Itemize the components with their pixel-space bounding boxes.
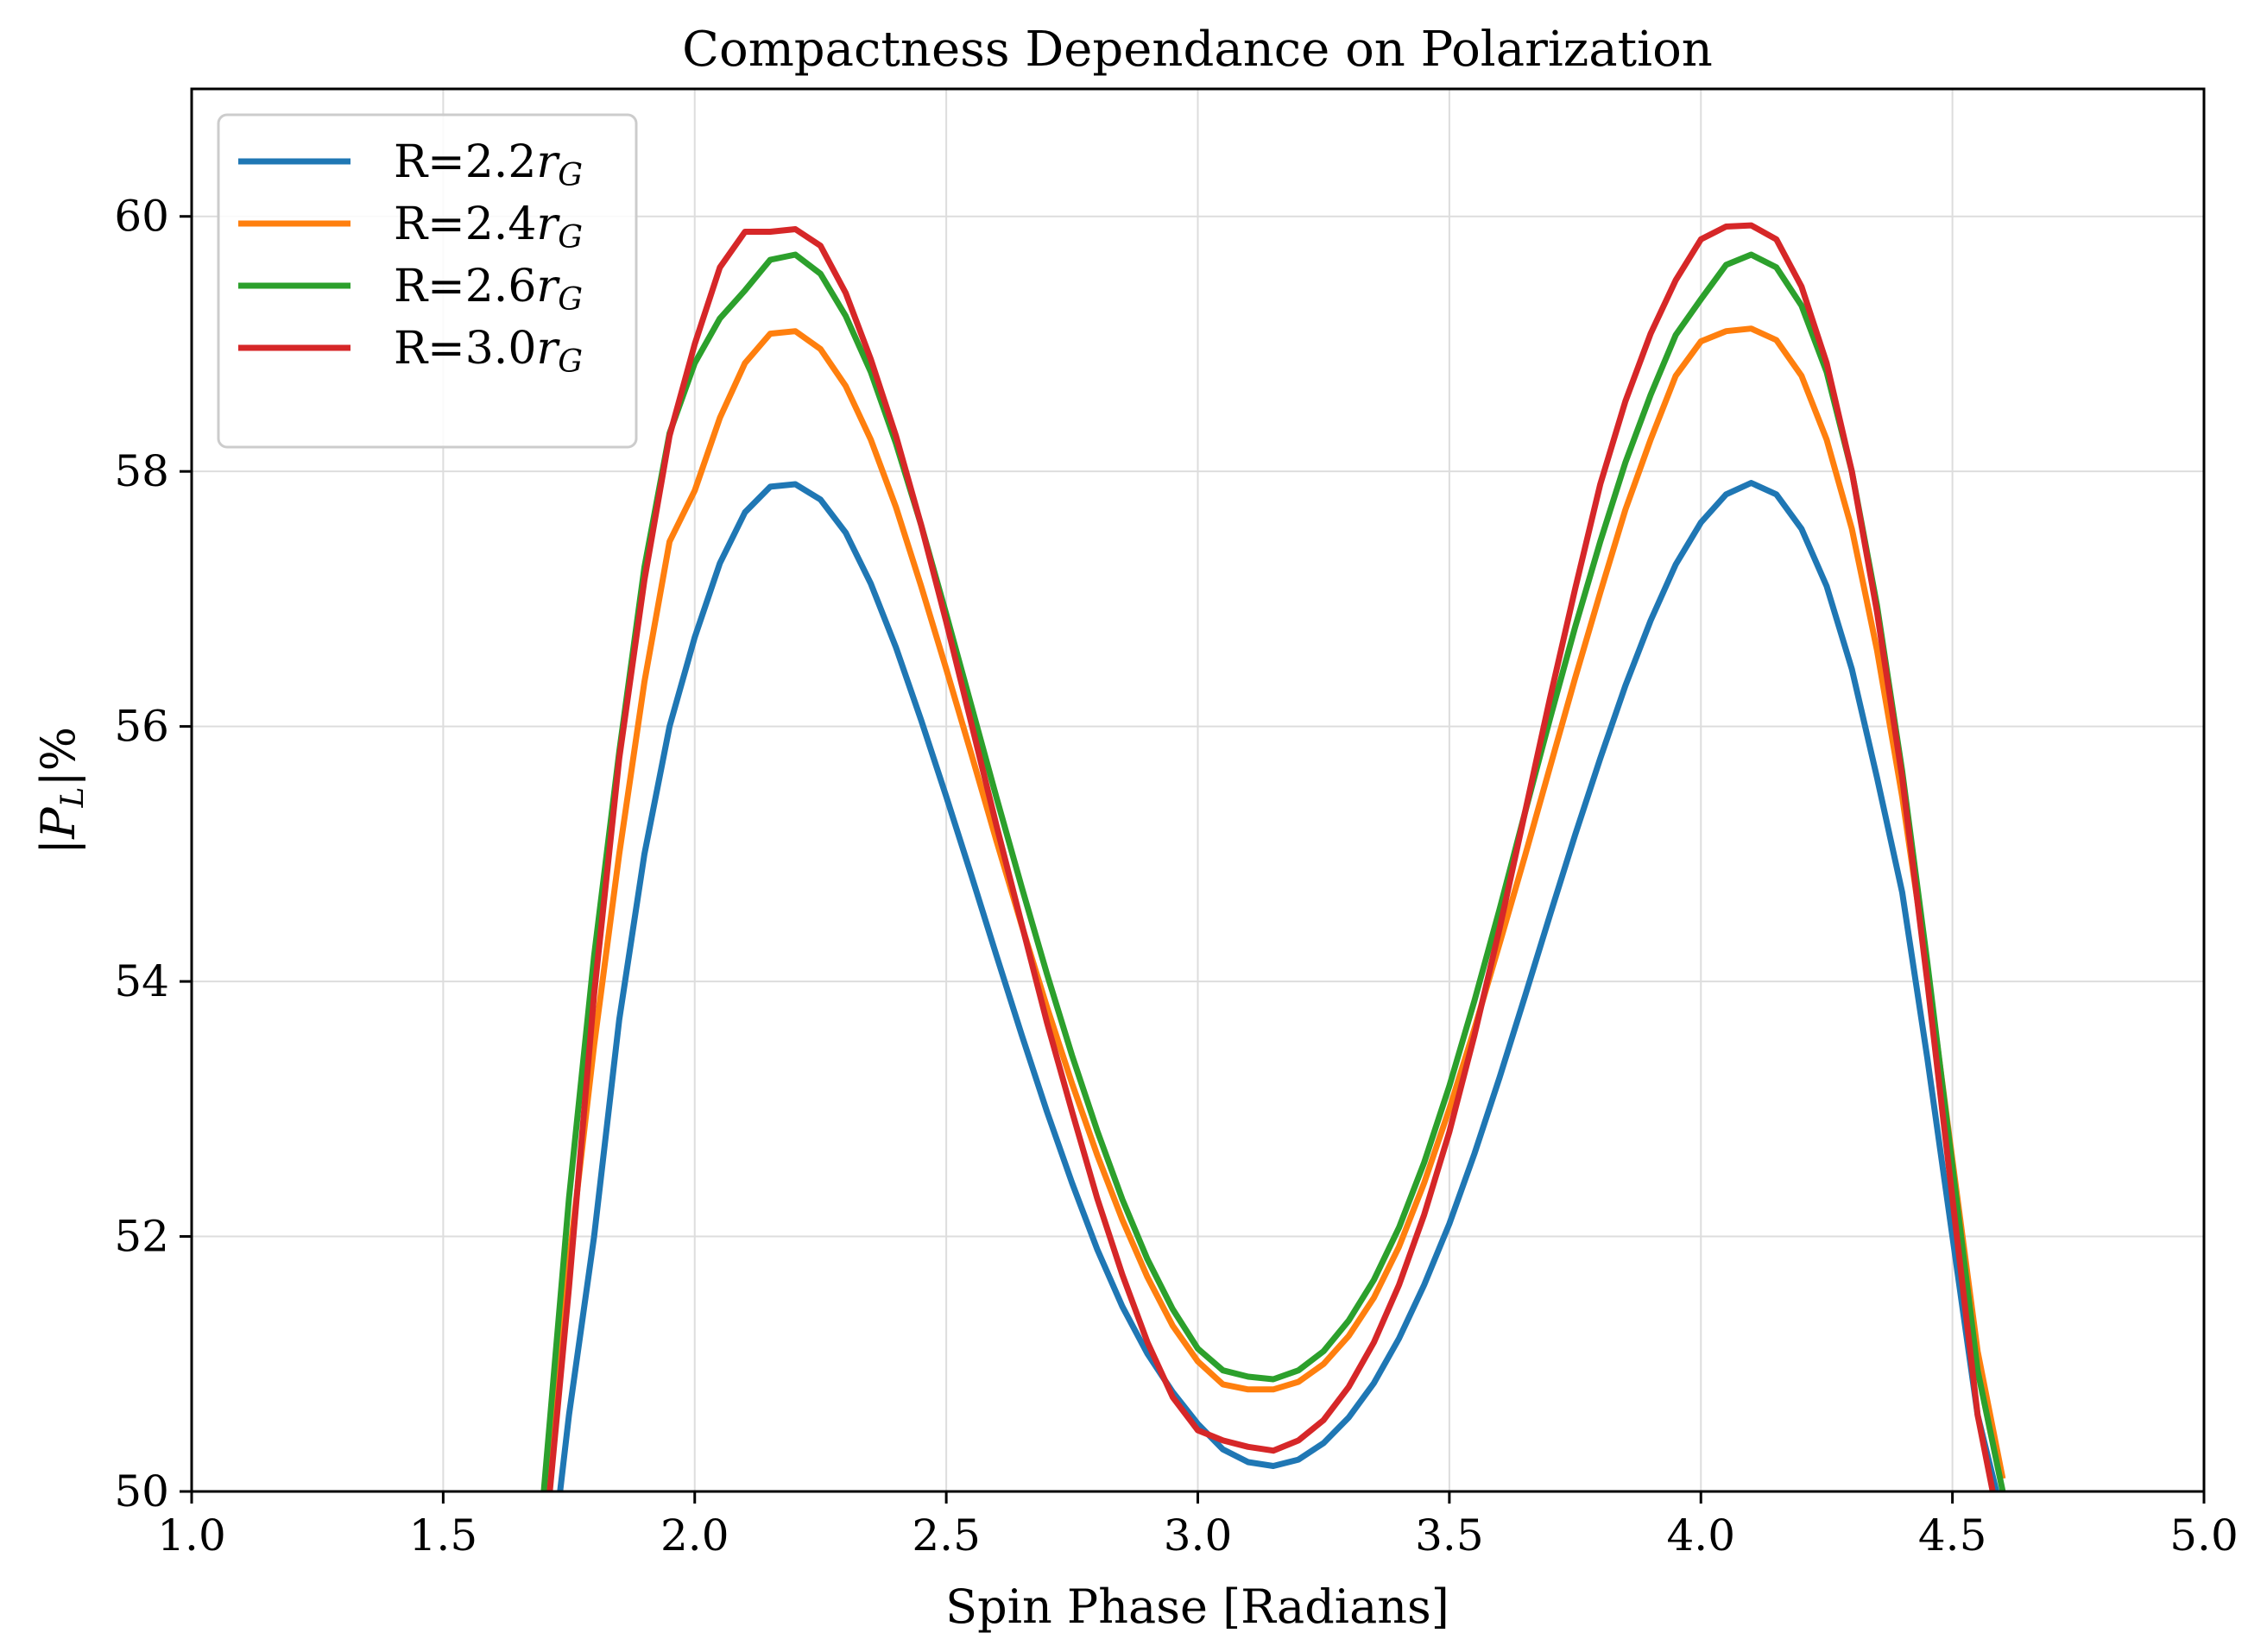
chart-title: Compactness Dependance on Polarization xyxy=(682,22,1713,78)
y-tick-label: 58 xyxy=(114,446,169,496)
legend-label-2: R=2.6rG xyxy=(394,261,583,318)
x-tick-label: 5.0 xyxy=(2169,1510,2239,1561)
x-tick-label: 1.5 xyxy=(409,1510,478,1561)
x-tick-label: 1.0 xyxy=(157,1510,226,1561)
series-line-1 xyxy=(541,325,2006,1491)
legend-frame xyxy=(217,113,638,449)
legend-label-1: R=2.4rG xyxy=(394,199,583,255)
series-lines xyxy=(540,222,2006,1491)
legend-label-0: R=2.2rG xyxy=(394,136,583,193)
y-axis-label: |PL|% xyxy=(31,727,91,854)
y-tick-label: 50 xyxy=(114,1466,169,1516)
y-tick-label: 60 xyxy=(114,192,169,242)
x-tick-label: 4.5 xyxy=(1918,1510,1987,1561)
legend-label-3: R=3.0rG xyxy=(394,323,583,380)
y-tick-label: 52 xyxy=(114,1212,169,1262)
y-tick-label: 54 xyxy=(114,956,169,1006)
x-tick-label: 3.5 xyxy=(1415,1510,1484,1561)
x-tick-label: 2.5 xyxy=(912,1510,981,1561)
series-line-3 xyxy=(546,222,1996,1491)
series-line-0 xyxy=(557,480,2000,1491)
x-tick-label: 4.0 xyxy=(1666,1510,1735,1561)
y-tick-label: 56 xyxy=(114,702,169,752)
axis-ticks: 1.0 1.5 2.0 2.5 3.0 3.5 4.0 4.5 5.0 50 52 54 56 58 60 xyxy=(114,192,2238,1561)
x-tick-label: 2.0 xyxy=(660,1510,729,1561)
x-tick-label: 3.0 xyxy=(1164,1510,1233,1561)
series-line-2 xyxy=(540,251,2006,1491)
x-axis-label: Spin Phase [Radians] xyxy=(945,1579,1449,1634)
